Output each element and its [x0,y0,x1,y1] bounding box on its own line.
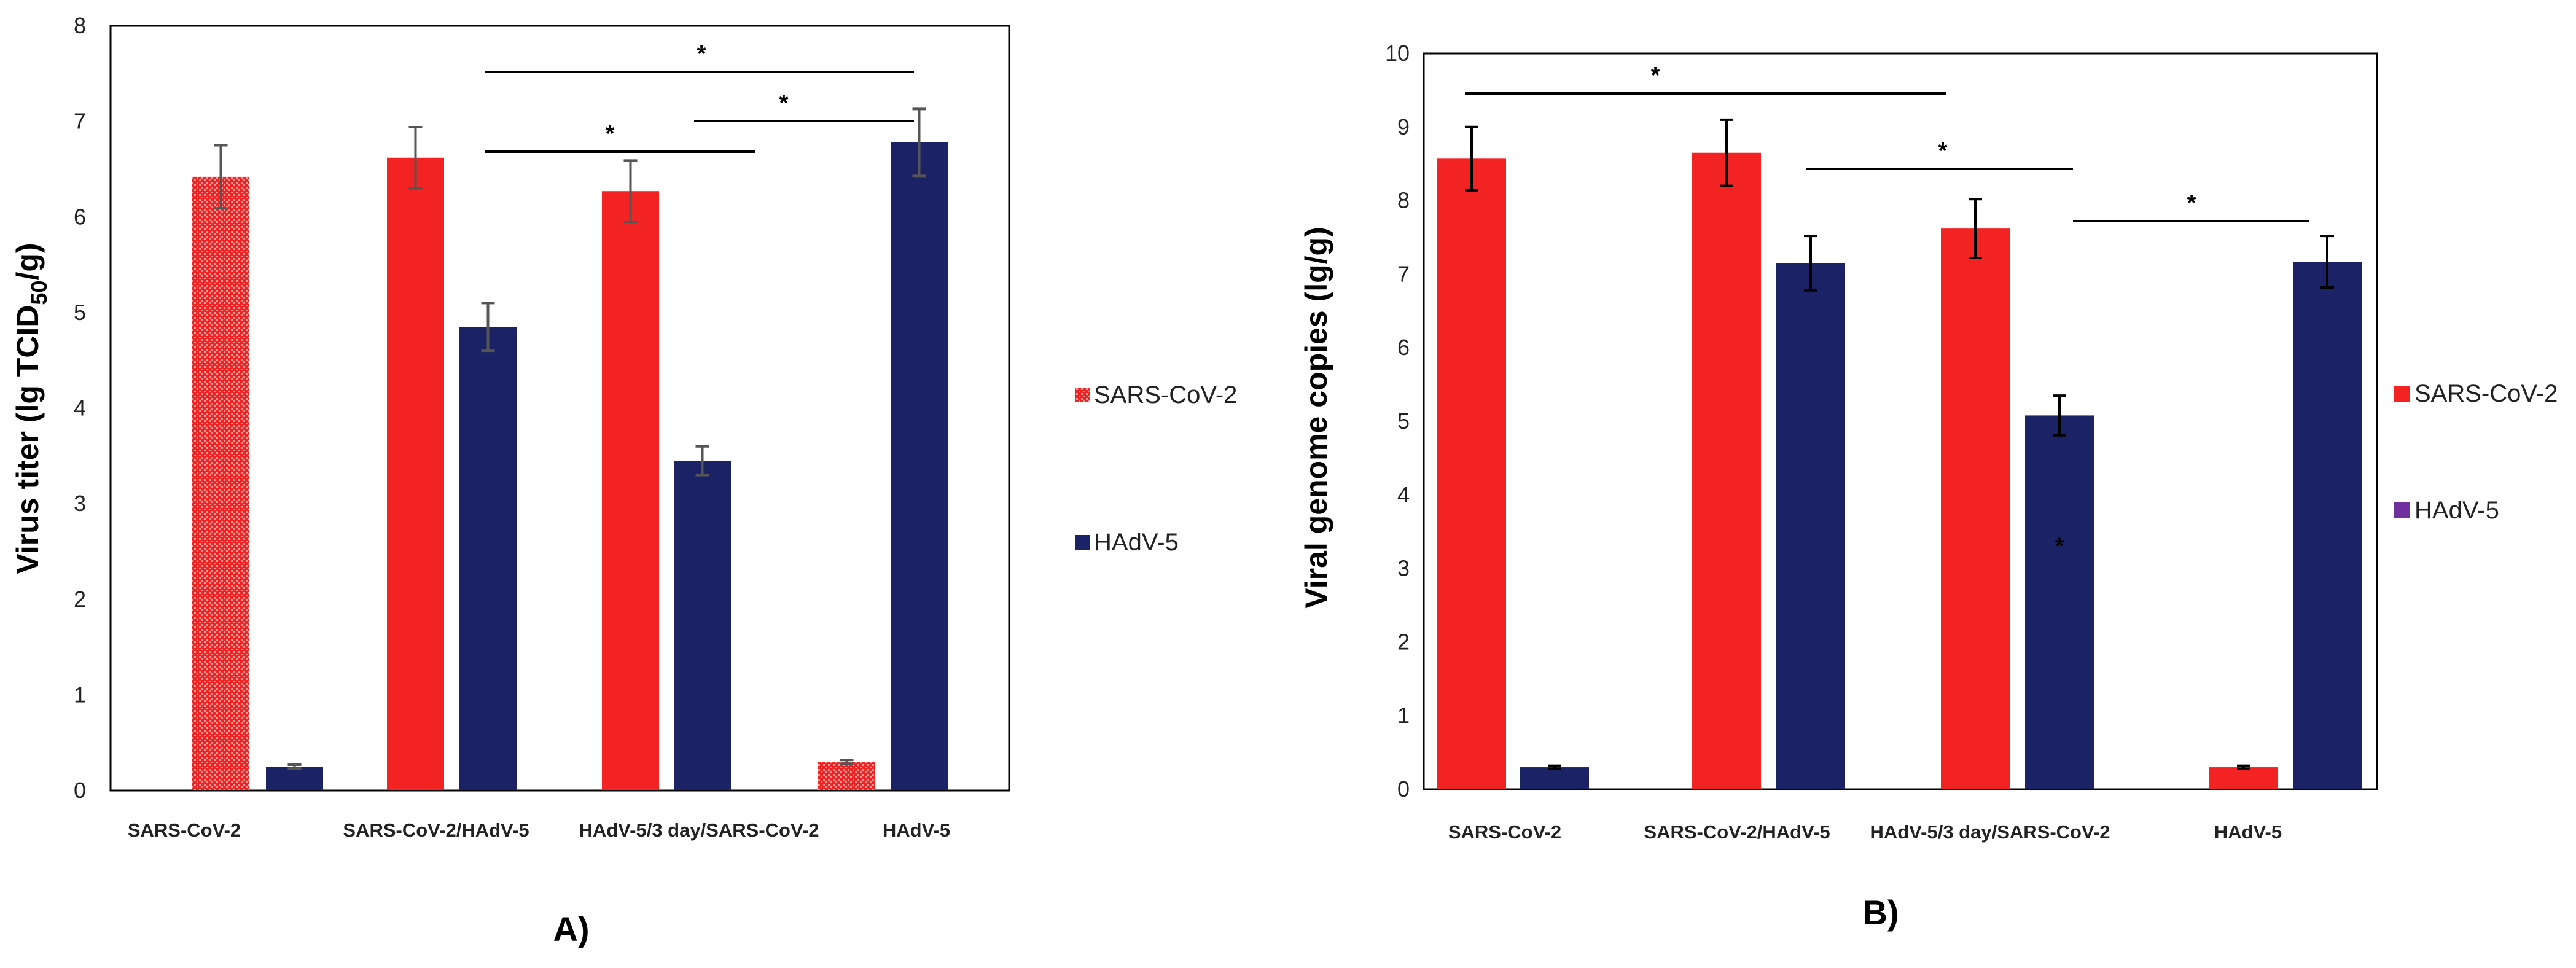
chart-b-bar-hadv [2025,415,2094,789]
chart-a: 0 1 2 3 4 5 6 7 8 SARS-CoV-2 SARS-CoV-2/HAdV-5 HAd… [10,13,1237,948]
chart-a-plot-frame [109,25,1010,792]
chart-a-y-tick-label: 1 [74,682,86,707]
chart-a-category-label: SARS-CoV-2 [128,819,241,841]
chart-b-category-labels: SARS-CoV-2 SARS-CoV-2/HAdV-5 HAdV-5/3 day/… [1448,821,2282,843]
chart-a-error-bar [623,159,638,224]
chart-b-y-tick-label: 4 [1397,482,1410,507]
chart-a-y-tick-label: 6 [74,204,86,229]
chart-b-bar-sars [1941,228,2010,789]
chart-a-error-bar [214,144,228,210]
chart-b-error-bar [1804,235,1817,292]
chart-b-y-tick-label: 0 [1397,776,1410,802]
chart-a-category-label: SARS-CoV-2/HAdV-5 [343,819,529,841]
chart-b-y-tick-label: 10 [1385,41,1410,66]
chart-b-legend-label-sars: SARS-CoV-2 [2414,380,2558,407]
chart-a-significance: * * * [485,41,914,153]
chart-a-y-tick-label: 3 [74,491,86,516]
chart-b-sig-star-3: * [2187,190,2196,216]
chart-b-error-bar [2320,235,2334,289]
chart-b-bar-hadv [2293,262,2362,789]
chart-b-error-bar [2053,394,2066,437]
chart-b-plot-frame [1423,52,2378,790]
chart-b-y-tick-label: 2 [1397,629,1410,654]
chart-a-y-axis-label: Virus titer (lg TCID50/g) [10,243,52,574]
chart-b-legend: SARS-CoV-2 HAdV-5 [2394,380,2558,524]
chart-a-legend-label-sars: SARS-CoV-2 [1094,381,1237,408]
chart-b-y-tick-label: 8 [1397,188,1410,213]
chart-b-error-bar [1969,198,1982,260]
chart-a-bar-hadv [674,461,731,790]
chart-b-category-label: SARS-CoV-2 [1448,821,1561,843]
chart-a-error-bar [695,445,709,477]
chart-b-bars [1437,152,2362,790]
chart-b-y-tick-label: 3 [1397,556,1410,581]
chart-a-bar-sars [387,157,444,791]
chart-b-panel-label: B) [1862,893,1899,932]
chart-a-error-bar [840,759,854,765]
chart-a-y-tick-label: 2 [74,587,86,612]
chart-a-bar-hadv [266,767,323,790]
chart-b-legend-label-hadv: HAdV-5 [2414,497,2499,524]
chart-b-bar-hadv [1520,767,1589,789]
chart-b-error-bar [1720,118,1733,187]
chart-a-bars [192,142,948,791]
chart-b-significance: * * * * [1465,63,2309,560]
chart-a-y-tick-label: 5 [74,300,86,325]
chart-a-error-bar [408,125,423,190]
chart-b-sig-star-1: * [1651,63,1660,88]
chart-a-y-ticks: 0 1 2 3 4 5 6 7 8 [74,13,86,803]
chart-a-y-tick-label: 8 [74,13,86,38]
chart-b-error-bar [1465,125,1478,192]
chart-b-bar-sars [1692,152,1761,790]
chart-a-sig-star-3: * [606,121,615,147]
chart-a-legend-swatch-sars [1075,388,1090,402]
chart-b-error-bars [1465,118,2334,770]
chart-a-error-bar [912,107,926,178]
chart-a-bar-hadv [891,142,948,790]
chart-b-category-label: HAdV-5 [2214,821,2282,843]
chart-a-bar-sars [192,176,249,790]
chart-b-bar-hadv [1776,263,1845,789]
chart-a-legend-swatch-hadv [1075,535,1090,550]
chart-a-error-bar [287,763,302,770]
chart-a-error-bar [481,302,495,353]
chart-b-legend-swatch-hadv [2394,502,2410,518]
chart-b-category-label: HAdV-5/3 day/SARS-CoV-2 [1870,821,2110,843]
chart-a-category-label: HAdV-5/3 day/SARS-CoV-2 [579,819,819,841]
chart-a-error-bars [214,107,926,770]
chart-a-panel-label: A) [553,910,589,948]
chart-b-error-bar [2237,764,2250,770]
chart-b-category-label: SARS-CoV-2/HAdV-5 [1644,821,1830,843]
chart-b-legend-swatch-sars [2394,386,2410,402]
chart-a-bar-sars [602,191,659,790]
chart-b-y-tick-label: 5 [1397,408,1410,434]
chart-b-y-ticks: 0 1 2 3 4 5 6 7 8 9 10 [1385,41,1410,802]
chart-b-y-tick-label: 7 [1397,261,1410,286]
chart-a-category-labels: SARS-CoV-2 SARS-CoV-2/HAdV-5 HAdV-5/3 day/… [128,819,950,841]
chart-a-y-tick-label: 7 [74,109,86,134]
chart-b-error-bar [1548,764,1561,770]
chart-b-bar-annotation-star: * [2055,534,2064,560]
chart-b-y-tick-label: 6 [1397,335,1410,360]
chart-b: 0 1 2 3 4 5 6 7 8 9 10 SARS-CoV-2 SARS-CoV-2/HAdV-5… [1299,41,2558,932]
chart-b-sig-star-2: * [1938,138,1948,164]
chart-a-y-tick-label: 4 [74,396,86,421]
chart-a-category-label: HAdV-5 [883,819,950,841]
chart-b-bar-sars [2209,767,2278,789]
chart-a-y-tick-label: 0 [74,778,86,803]
chart-a-bar-hadv [459,327,517,790]
chart-b-y-tick-label: 1 [1397,703,1410,728]
chart-a-sig-star-2: * [779,90,789,116]
chart-b-y-axis-label: Viral genome copies (lg/g) [1299,227,1333,608]
chart-a-legend: SARS-CoV-2 HAdV-5 [1075,381,1237,556]
chart-b-bar-sars [1437,158,1506,790]
chart-a-legend-label-hadv: HAdV-5 [1094,529,1179,556]
chart-a-sig-star-1: * [697,41,706,67]
chart-b-y-tick-label: 9 [1397,114,1410,139]
chart-a-bar-sars [818,762,875,790]
